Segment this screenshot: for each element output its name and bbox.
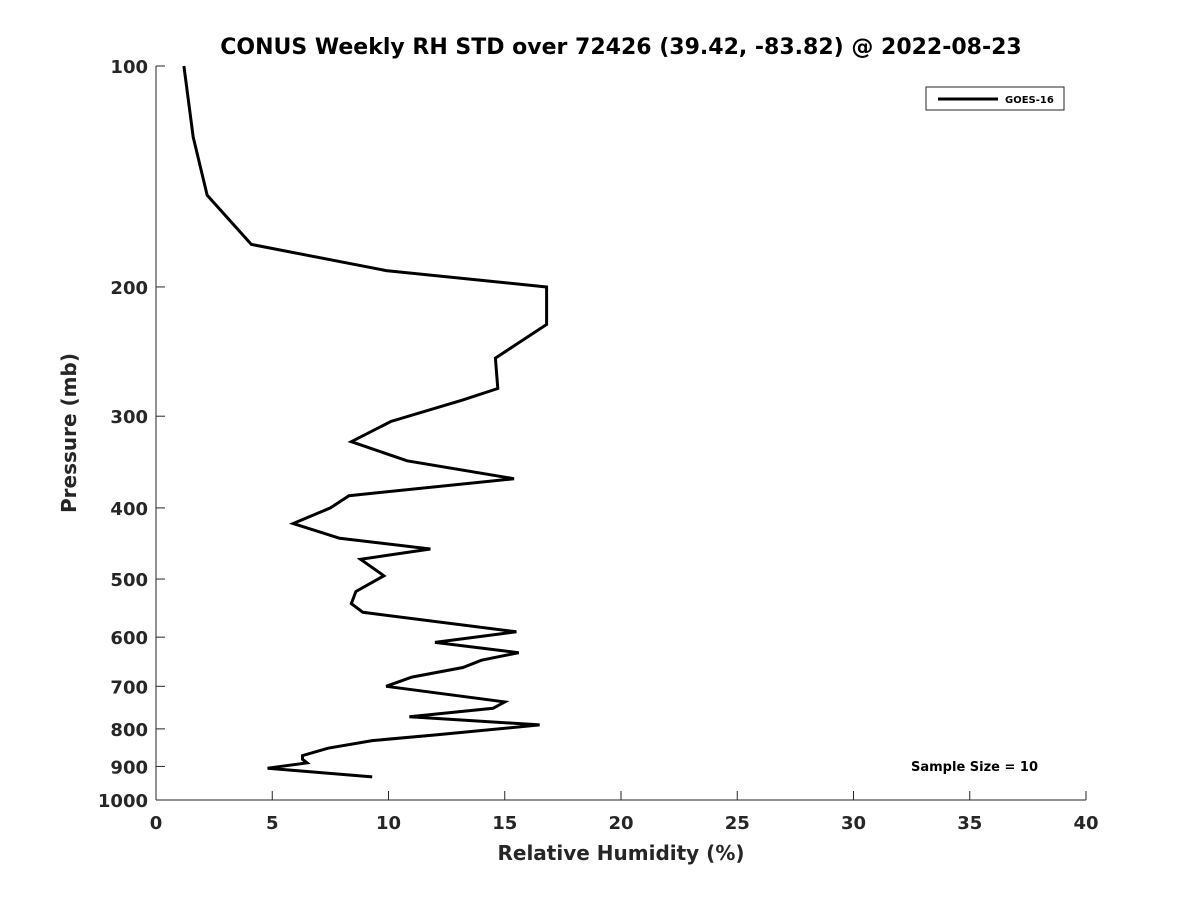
- x-tick-label: 15: [492, 813, 517, 834]
- x-tick-label: 20: [608, 813, 633, 834]
- y-ticks: 100 200 300 400 500 600 700 800 900 1000: [98, 57, 165, 812]
- x-tick-label: 5: [266, 813, 279, 834]
- y-tick-label: 1000: [98, 791, 148, 812]
- x-tick-label: 30: [841, 813, 866, 834]
- y-tick-label: 600: [110, 628, 148, 649]
- chart-title: CONUS Weekly RH STD over 72426 (39.42, -…: [220, 35, 1021, 60]
- x-tick-label: 25: [725, 813, 750, 834]
- sample-size-annotation: Sample Size = 10: [911, 760, 1038, 775]
- y-tick-label: 500: [110, 570, 148, 591]
- x-ticks: 0 5 10 15 20 25 30 35 40: [150, 791, 1099, 834]
- x-tick-label: 0: [150, 813, 163, 834]
- y-tick-label: 400: [110, 499, 148, 520]
- legend: GOES-16: [925, 86, 1065, 111]
- x-tick-label: 40: [1073, 813, 1098, 834]
- y-tick-label: 900: [110, 757, 148, 778]
- x-tick-label: 35: [957, 813, 982, 834]
- x-axis-title: Relative Humidity (%): [497, 841, 744, 865]
- legend-label-goes-16: GOES-16: [1005, 95, 1054, 106]
- series-line-goes-16: [182, 65, 549, 779]
- y-tick-label: 300: [110, 407, 148, 428]
- series-group: [182, 65, 549, 779]
- x-tick-label: 10: [376, 813, 401, 834]
- y-tick-label: 700: [110, 677, 148, 698]
- y-tick-label: 800: [110, 720, 148, 741]
- y-tick-label: 100: [110, 57, 148, 78]
- y-tick-label: 200: [110, 278, 148, 299]
- y-axis-title: Pressure (mb): [57, 353, 81, 513]
